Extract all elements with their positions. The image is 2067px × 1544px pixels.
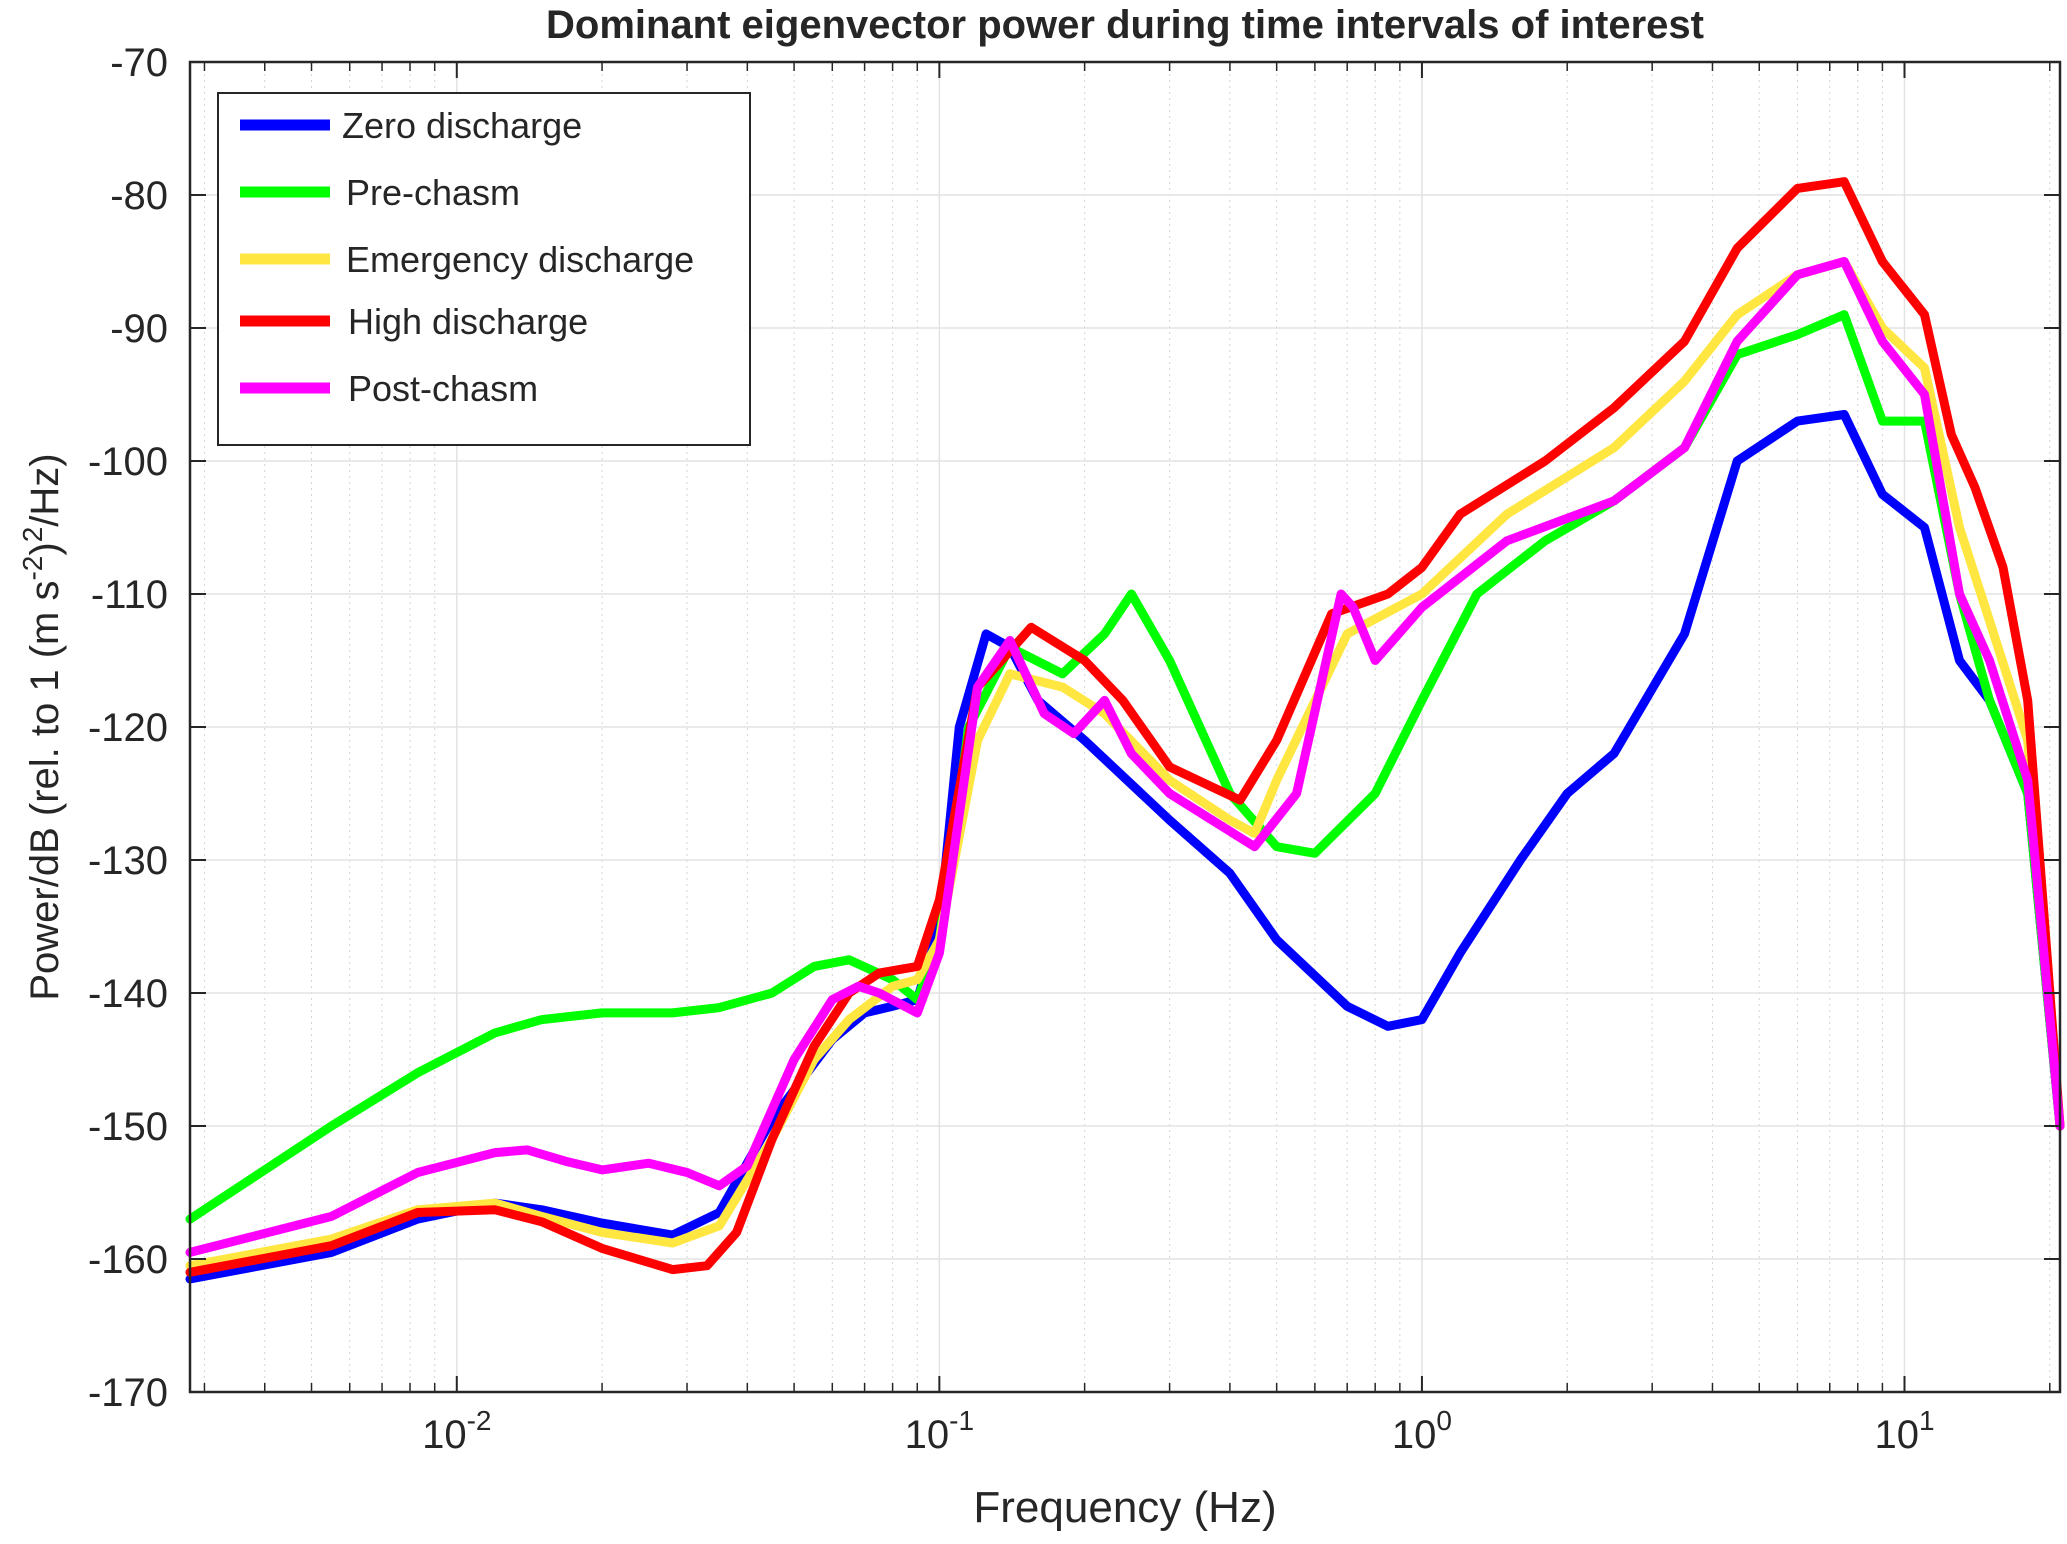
y-tick-label: -160 — [88, 1238, 168, 1282]
y-tick-label: -130 — [88, 839, 168, 883]
series-line-high-discharge — [185, 177, 2065, 1277]
legend-label-post-chasm: Post-chasm — [348, 368, 538, 409]
x-tick-label: 10-1 — [905, 1405, 974, 1457]
legend-label-emergency-discharge: Emergency discharge — [346, 239, 694, 280]
legend-label-pre-chasm: Pre-chasm — [346, 172, 520, 213]
series-line-pre-chasm — [185, 310, 2065, 1224]
x-tick-labels: 10-2 10-1 100 101 — [422, 1405, 1934, 1457]
y-axis-label-end: /Hz) — [23, 453, 67, 526]
y-tick-label: -100 — [88, 440, 168, 484]
y-tick-labels: -70 -80 -90 -100 -110 -120 -130 -140 -150 -160 -17… — [88, 41, 168, 1415]
series-line-zero-discharge — [185, 410, 2065, 1284]
series-line-post-chasm — [185, 257, 2065, 1257]
x-tick-label: 100 — [1392, 1405, 1452, 1457]
chart-title: Dominant eigenvector power during time i… — [546, 3, 1704, 47]
y-axis-label: Power/dB (rel. to 1 (m s-2)2/Hz) — [17, 453, 67, 1000]
y-tick-label: -70 — [110, 41, 168, 85]
legend-label-zero-discharge: Zero discharge — [342, 105, 582, 146]
y-axis-label-sup2: 2 — [17, 527, 48, 543]
axis-ticks — [190, 61, 2060, 1393]
y-tick-label: -150 — [88, 1105, 168, 1149]
x-axis-label: Frequency (Hz) — [973, 1483, 1276, 1532]
y-tick-label: -110 — [91, 573, 168, 617]
y-tick-label: -120 — [88, 706, 168, 750]
legend-label-high-discharge: High discharge — [348, 301, 588, 342]
y-axis-label-mid: ) — [23, 542, 67, 555]
y-tick-label: -140 — [88, 972, 168, 1016]
y-axis-label-main: Power/dB (rel. to 1 (m s — [23, 581, 67, 1001]
x-tick-label: 10-2 — [422, 1405, 491, 1457]
series-layer — [185, 177, 2065, 1284]
legend: Zero discharge Pre-chasm Emergency disch… — [217, 92, 751, 446]
x-tick-label: 101 — [1874, 1405, 1934, 1457]
y-axis-label-sup1: -2 — [17, 556, 48, 581]
y-tick-label: -90 — [110, 307, 168, 351]
y-tick-label: -170 — [88, 1371, 168, 1415]
y-tick-label: -80 — [110, 174, 168, 218]
